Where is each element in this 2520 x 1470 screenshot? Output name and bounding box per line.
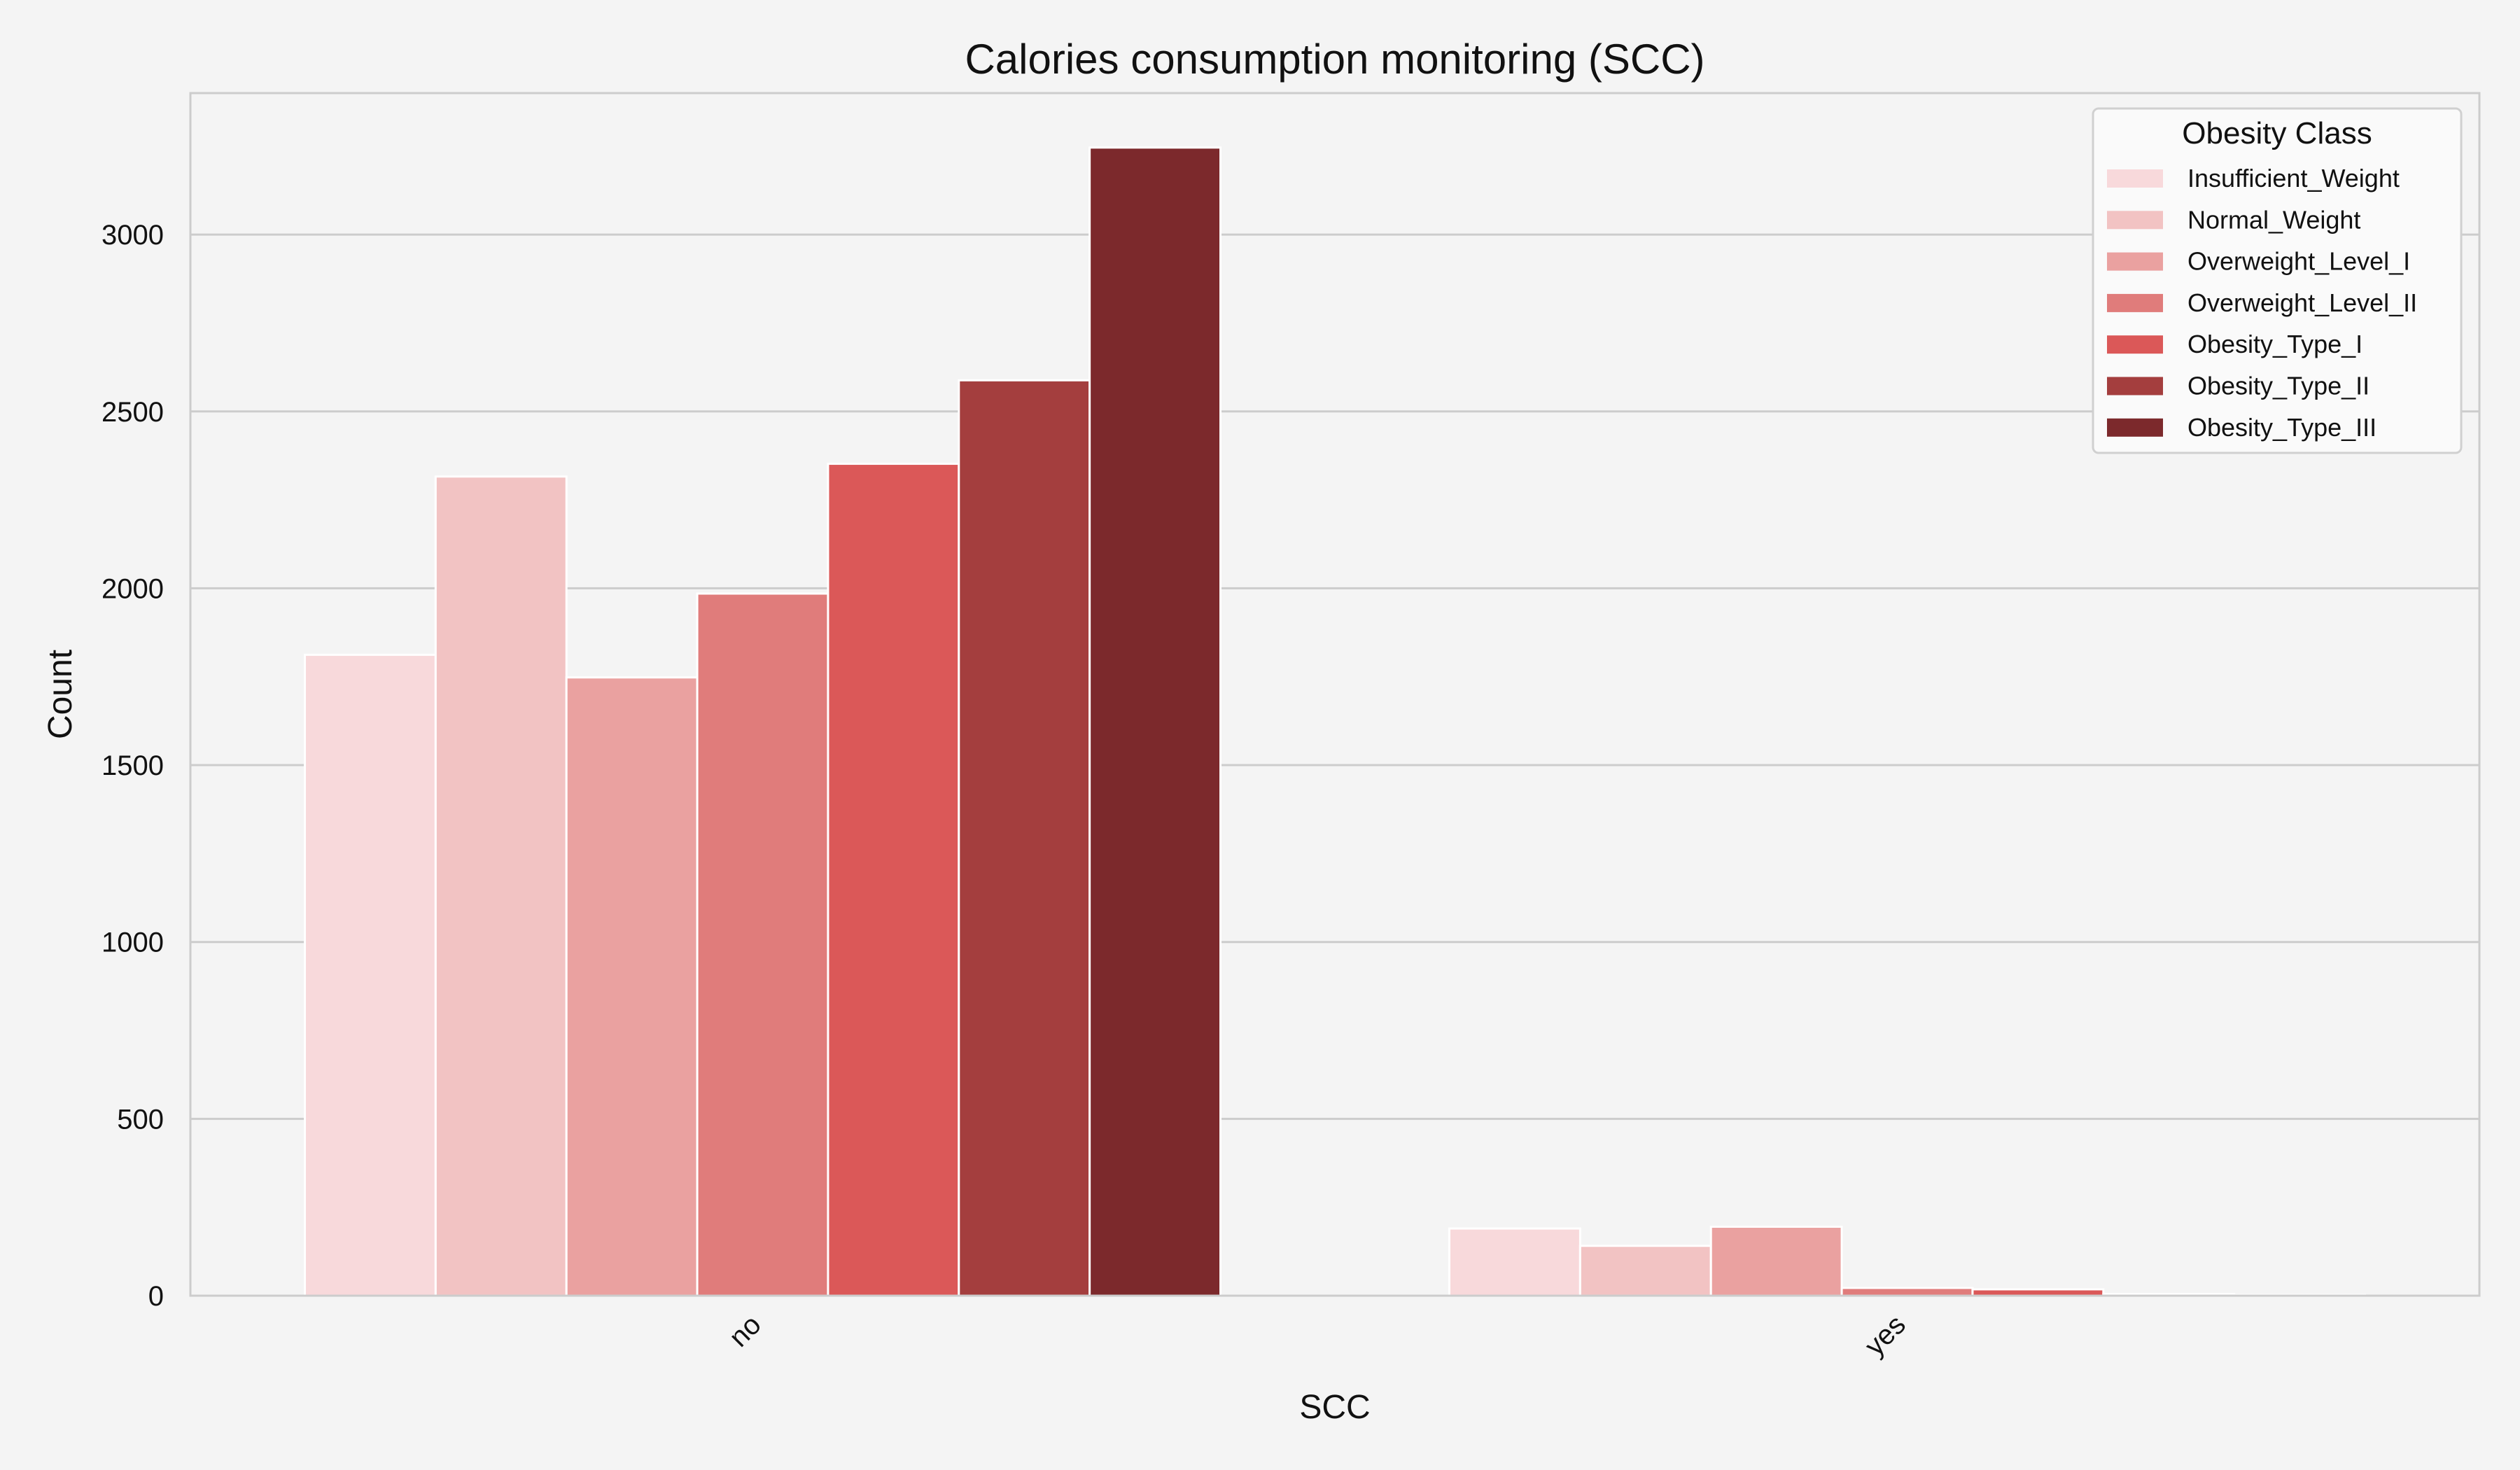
legend-swatch bbox=[2107, 335, 2163, 354]
y-axis-label: Count bbox=[42, 650, 79, 739]
bars bbox=[304, 146, 2366, 1297]
bar-obesity-type-ii-no bbox=[958, 379, 1091, 1297]
legend-title: Obesity Class bbox=[2182, 116, 2372, 150]
legend-swatch bbox=[2107, 252, 2163, 271]
y-tick-label: 2500 bbox=[102, 397, 164, 428]
legend-label: Obesity_Type_III bbox=[2188, 413, 2376, 442]
legend-label: Overweight_Level_II bbox=[2188, 288, 2417, 317]
legend-swatch bbox=[2107, 211, 2163, 230]
x-tick-label: no bbox=[723, 1309, 767, 1353]
x-axis-ticks: no yes bbox=[723, 1309, 1912, 1362]
bar-insufficient-weight-no bbox=[304, 653, 437, 1297]
legend-label: Normal_Weight bbox=[2188, 205, 2360, 234]
y-tick-label: 2000 bbox=[102, 573, 164, 604]
y-tick-label: 500 bbox=[117, 1104, 164, 1135]
legend-label: Obesity_Type_II bbox=[2188, 372, 2370, 400]
legend-swatch bbox=[2107, 418, 2163, 437]
bar-obesity-type-i-no bbox=[827, 463, 960, 1297]
x-axis-label: SCC bbox=[1299, 1389, 1370, 1426]
chart-title: Calories consumption monitoring (SCC) bbox=[965, 36, 1704, 83]
legend: Obesity Class Insufficient_Weight Normal_… bbox=[2092, 107, 2463, 454]
bar-normal-weight-yes bbox=[1578, 1245, 1712, 1297]
bar-overweight-level-i-yes bbox=[1709, 1225, 1843, 1297]
legend-items: Insufficient_Weight Normal_Weight Overweig… bbox=[2107, 164, 2417, 442]
bar-overweight-level-ii-yes bbox=[1840, 1287, 1974, 1297]
bar-overweight-level-ii-no bbox=[696, 592, 830, 1297]
bar-overweight-level-i-no bbox=[565, 676, 699, 1297]
legend-label: Obesity_Type_I bbox=[2188, 330, 2362, 358]
bar-insufficient-weight-yes bbox=[1448, 1227, 1581, 1297]
y-axis-ticks: 0 500 1000 1500 2000 2500 3000 bbox=[102, 220, 164, 1312]
y-tick-label: 1000 bbox=[102, 927, 164, 958]
legend-label: Insufficient_Weight bbox=[2188, 164, 2400, 192]
bar-obesity-type-iii-no bbox=[1088, 146, 1222, 1297]
legend-box bbox=[2092, 107, 2463, 454]
legend-swatch bbox=[2107, 377, 2163, 396]
y-tick-label: 3000 bbox=[102, 220, 164, 251]
legend-label: Overweight_Level_I bbox=[2188, 247, 2410, 276]
y-tick-label: 0 bbox=[148, 1281, 164, 1312]
x-tick-label: yes bbox=[1859, 1309, 1912, 1362]
legend-swatch bbox=[2107, 293, 2163, 312]
bar-normal-weight-no bbox=[434, 475, 568, 1297]
plot-frame bbox=[189, 92, 2481, 1297]
y-tick-label: 1500 bbox=[102, 750, 164, 781]
legend-swatch bbox=[2107, 169, 2163, 188]
